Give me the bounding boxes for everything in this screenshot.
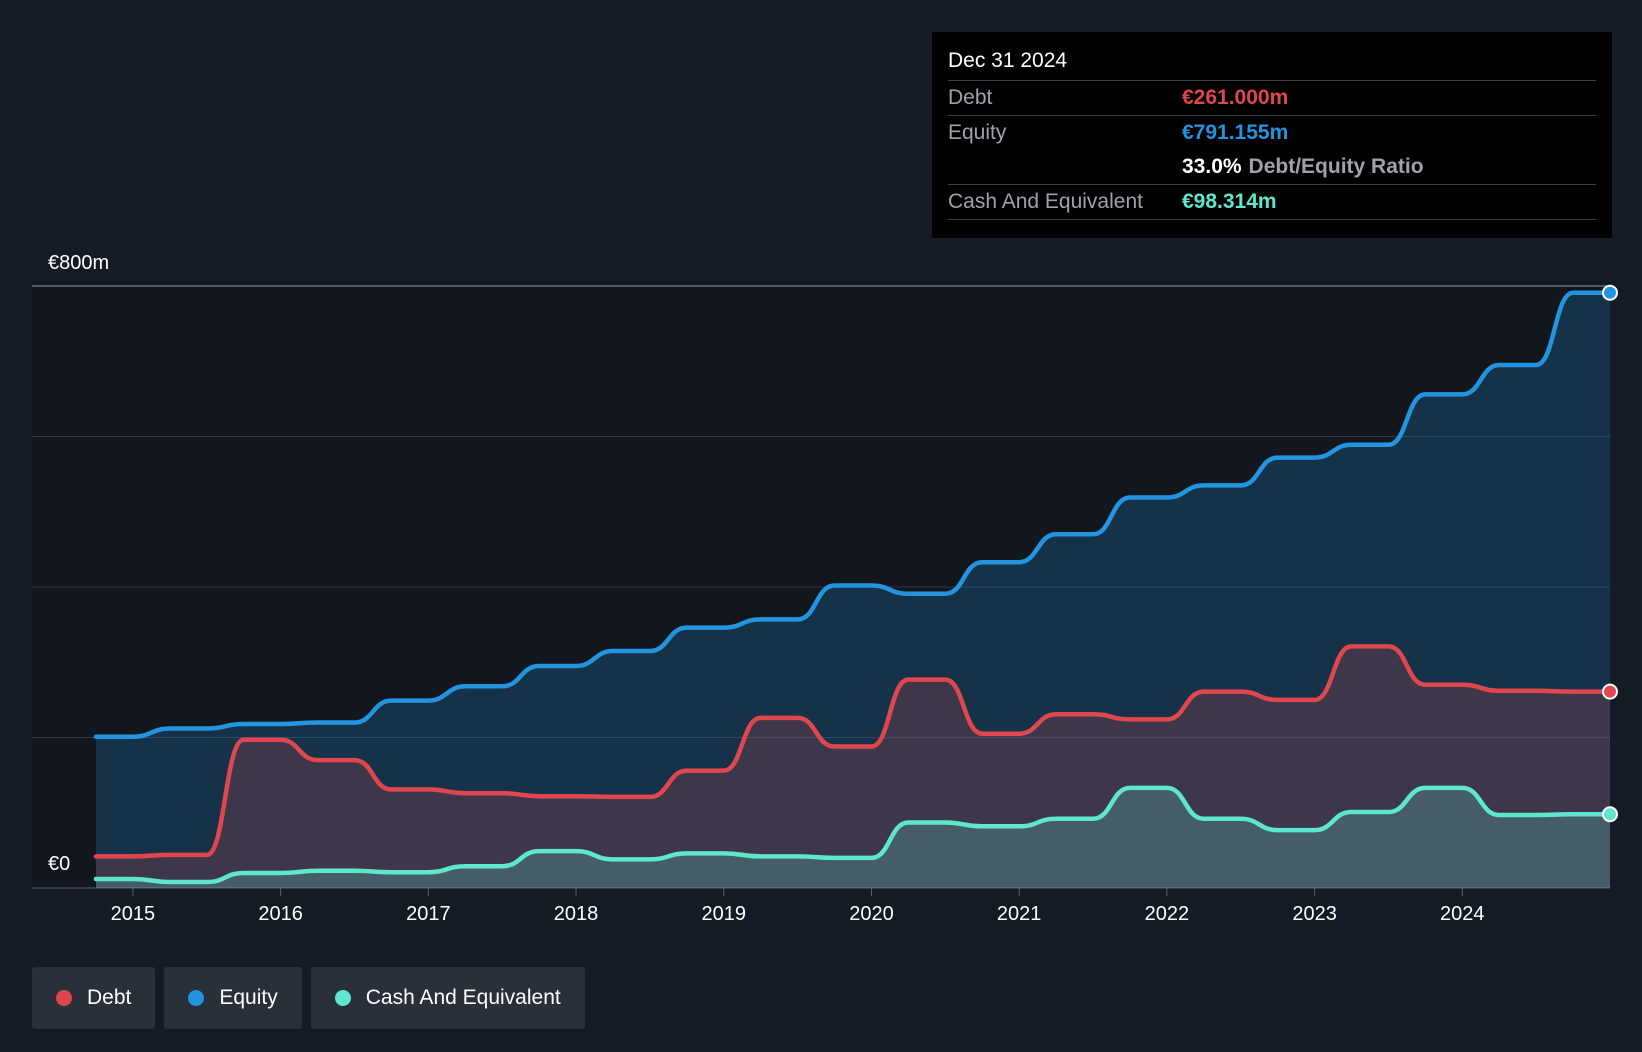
tooltip-ratio-label: Debt/Equity Ratio xyxy=(1248,155,1424,178)
x-tick-label-2015: 2015 xyxy=(111,903,156,925)
tooltip-date: Dec 31 2024 xyxy=(948,49,1068,72)
tooltip-panel: Dec 31 2024 Debt €261.000m Equity €791.1… xyxy=(932,32,1612,238)
cash-and-equivalent-endpoint-marker[interactable] xyxy=(1602,806,1618,823)
x-tick-label-2021: 2021 xyxy=(997,903,1042,925)
debt-line xyxy=(93,644,1613,859)
x-tick-label-2017: 2017 xyxy=(406,903,451,925)
equity-area xyxy=(96,292,1610,888)
tooltip-cash-label: Cash And Equivalent xyxy=(948,190,1143,213)
debt-area xyxy=(96,646,1610,888)
tooltip-equity-row: Equity €791.155m xyxy=(948,115,1596,150)
cash-and-equivalent-area xyxy=(96,787,1610,888)
tooltip-equity-label: Equity xyxy=(948,121,1007,144)
series-lines xyxy=(93,290,1613,885)
x-tick-label-2018: 2018 xyxy=(554,903,599,925)
equity-legend-dot-icon xyxy=(188,990,205,1006)
legend-label-debt: Debt xyxy=(87,986,132,1009)
series-areas xyxy=(96,292,1610,888)
equity-line xyxy=(93,290,1613,739)
legend-item-equity[interactable]: Equity xyxy=(164,967,302,1029)
tooltip-equity-value: €791.155m xyxy=(1182,121,1289,144)
legend: Debt Equity Cash And Equivalent xyxy=(32,967,585,1029)
y-axis-top-label: €800m xyxy=(48,252,109,274)
x-tick-label-2019: 2019 xyxy=(702,903,747,925)
tooltip-debt-row: Debt €261.000m xyxy=(948,80,1596,115)
x-axis-ticks: 2015 2016 2017 2018 2019 2020 2021 2022 2023 2024 xyxy=(111,888,1485,925)
tooltip-ratio-value: 33.0% xyxy=(1182,155,1242,178)
legend-item-debt[interactable]: Debt xyxy=(32,967,156,1029)
x-tick-label-2022: 2022 xyxy=(1145,903,1190,925)
equity-endpoint-marker[interactable] xyxy=(1602,284,1618,301)
tooltip-ratio-row: 33.0% Debt/Equity Ratio xyxy=(948,150,1596,184)
y-axis-bottom-label: €0 xyxy=(48,853,70,875)
legend-item-cash[interactable]: Cash And Equivalent xyxy=(310,967,585,1029)
x-tick-label-2024: 2024 xyxy=(1440,903,1485,925)
x-tick-label-2020: 2020 xyxy=(849,903,894,925)
debt-endpoint-marker[interactable] xyxy=(1602,683,1618,700)
debt-legend-dot-icon xyxy=(56,990,72,1006)
cash-legend-dot-icon xyxy=(334,990,351,1006)
tooltip-debt-value: €261.000m xyxy=(1182,86,1289,109)
legend-label-cash: Cash And Equivalent xyxy=(365,986,561,1009)
x-tick-label-2023: 2023 xyxy=(1292,903,1337,925)
cash-and-equivalent-line xyxy=(93,785,1613,885)
series-endpoints xyxy=(1602,284,1618,823)
legend-label-equity: Equity xyxy=(219,986,278,1009)
tooltip-cash-value: €98.314m xyxy=(1182,190,1277,213)
tooltip-cash-row: Cash And Equivalent €98.314m xyxy=(948,184,1596,220)
x-tick-label-2016: 2016 xyxy=(258,903,303,925)
tooltip-debt-label: Debt xyxy=(948,86,993,109)
